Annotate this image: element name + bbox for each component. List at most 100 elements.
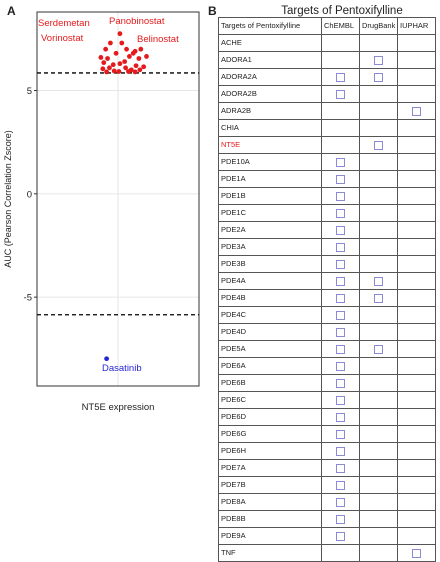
checkbox-icon — [412, 106, 421, 116]
table-row: ADORA2A — [218, 68, 436, 86]
checkbox-icon — [336, 378, 345, 388]
gene-cell: PDE4D — [218, 323, 322, 341]
gene-cell: PDE6G — [218, 425, 322, 443]
iuphar-cell — [397, 187, 436, 205]
panel-b-letter: B — [208, 4, 217, 18]
drugbank-cell — [359, 374, 398, 392]
gene-cell: ADORA1 — [218, 51, 322, 69]
header-chembl: ChEMBL — [321, 17, 360, 35]
drugbank-cell — [359, 544, 398, 562]
gene-cell: ACHE — [218, 34, 322, 52]
chembl-cell — [321, 289, 360, 307]
chembl-cell — [321, 102, 360, 120]
point-positive — [122, 59, 128, 64]
table-row: PDE9A — [218, 527, 436, 545]
iuphar-cell — [397, 289, 436, 307]
drugbank-cell — [359, 204, 398, 222]
checkbox-icon — [336, 174, 345, 184]
checkbox-icon — [336, 225, 345, 235]
chembl-cell — [321, 170, 360, 188]
gene-cell: PDE6H — [218, 442, 322, 460]
plot-grid — [37, 12, 199, 386]
table-row: ADORA2B — [218, 85, 436, 103]
point-positive — [137, 67, 143, 73]
checkbox-icon — [336, 157, 345, 167]
chembl-cell — [321, 527, 360, 545]
point-positive — [100, 66, 106, 72]
chembl-cell — [321, 476, 360, 494]
gene-cell: TNF — [218, 544, 322, 562]
checkbox-icon — [336, 191, 345, 201]
chembl-cell — [321, 255, 360, 273]
point-label-dasatinib: Dasatinib — [102, 363, 142, 374]
iuphar-cell — [397, 544, 436, 562]
drugbank-cell — [359, 527, 398, 545]
point-positive — [138, 46, 144, 52]
table-row: PDE1A — [218, 170, 436, 188]
chembl-cell — [321, 544, 360, 562]
data-points — [98, 31, 149, 362]
drugbank-cell — [359, 340, 398, 358]
chembl-cell — [321, 374, 360, 392]
iuphar-cell — [397, 204, 436, 222]
header-drugbank: DrugBank — [359, 17, 398, 35]
drugbank-cell — [359, 306, 398, 324]
point-positive — [117, 31, 123, 37]
checkbox-icon — [336, 395, 345, 405]
table-row: PDE7B — [218, 476, 436, 494]
iuphar-cell — [397, 221, 436, 239]
iuphar-cell — [397, 476, 436, 494]
table-row: TNF — [218, 544, 436, 562]
drugbank-cell — [359, 425, 398, 443]
checkbox-icon — [374, 344, 383, 354]
drugbank-cell — [359, 85, 398, 103]
iuphar-cell — [397, 136, 436, 154]
table-row: PDE3B — [218, 255, 436, 273]
checkbox-icon — [374, 140, 383, 150]
chembl-cell — [321, 425, 360, 443]
table-row: PDE8B — [218, 510, 436, 528]
point-positive — [103, 46, 109, 52]
drugbank-cell — [359, 153, 398, 171]
iuphar-cell — [397, 34, 436, 52]
point-positive — [132, 69, 138, 75]
drugbank-cell — [359, 119, 398, 137]
gene-cell: PDE6A — [218, 357, 322, 375]
chembl-cell — [321, 357, 360, 375]
checkbox-icon — [336, 208, 345, 218]
gene-cell: PDE6C — [218, 391, 322, 409]
iuphar-cell — [397, 527, 436, 545]
checkbox-icon — [374, 293, 383, 303]
scatter-plot: -5 0 5 Serdemetan Panobinostat Vorinostat Bel… — [3, 11, 200, 413]
point-positive — [107, 65, 112, 71]
table-row: PDE4D — [218, 323, 436, 341]
panel-a-letter: A — [7, 4, 16, 18]
chembl-cell — [321, 510, 360, 528]
table-row: PDE2A — [218, 221, 436, 239]
table-row: PDE6C — [218, 391, 436, 409]
gene-cell: PDE8B — [218, 510, 322, 528]
iuphar-cell — [397, 442, 436, 460]
drugbank-cell — [359, 136, 398, 154]
drugbank-cell — [359, 459, 398, 477]
iuphar-cell — [397, 102, 436, 120]
chembl-cell — [321, 306, 360, 324]
chembl-cell — [321, 323, 360, 341]
table-row: PDE4C — [218, 306, 436, 324]
point-positive — [126, 69, 131, 74]
drugbank-cell — [359, 51, 398, 69]
checkbox-icon — [336, 242, 345, 252]
point-positive — [101, 60, 107, 66]
checkbox-icon — [374, 55, 383, 65]
checkbox-icon — [336, 429, 345, 439]
drugbank-cell — [359, 102, 398, 120]
drugbank-cell — [359, 170, 398, 188]
plot-frame — [36, 11, 200, 387]
table-row: CHIA — [218, 119, 436, 137]
iuphar-cell — [397, 272, 436, 290]
iuphar-cell — [397, 255, 436, 273]
gene-cell: PDE10A — [218, 153, 322, 171]
point-positive — [119, 40, 125, 46]
point-positive — [144, 54, 149, 59]
header-iuphar: IUPHAR — [397, 17, 436, 35]
